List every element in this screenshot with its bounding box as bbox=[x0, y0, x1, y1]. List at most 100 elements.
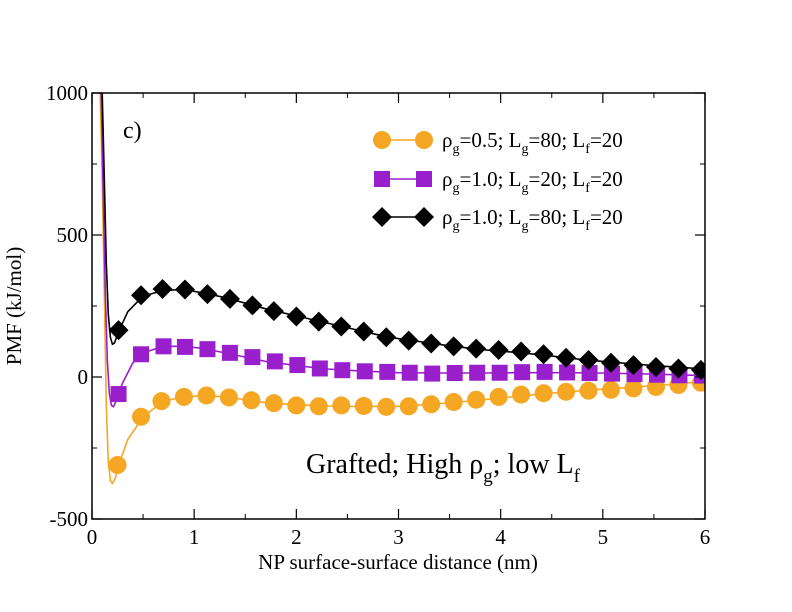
legend-marker-2 bbox=[372, 207, 392, 227]
annot-semi: ; low L bbox=[493, 449, 574, 480]
legend-0-rho: ρ bbox=[442, 128, 452, 152]
data-point bbox=[424, 365, 441, 382]
data-point bbox=[377, 397, 396, 416]
data-point bbox=[623, 355, 644, 376]
data-point bbox=[152, 392, 171, 411]
legend-2-rho: ρ bbox=[442, 205, 452, 229]
data-point bbox=[444, 392, 463, 411]
data-point bbox=[601, 352, 622, 373]
legend-2-sub3: f bbox=[585, 219, 590, 234]
data-point bbox=[514, 364, 531, 381]
data-point bbox=[197, 386, 216, 405]
x-tick-label: 6 bbox=[700, 525, 711, 549]
data-point bbox=[581, 365, 598, 382]
data-point bbox=[533, 344, 554, 365]
series-layer bbox=[99, 93, 705, 485]
y-tick-label: 1000 bbox=[46, 81, 88, 105]
legend-1-sub3: f bbox=[585, 181, 590, 196]
legend-0-text1: =0.5; L bbox=[459, 128, 521, 152]
data-point bbox=[511, 341, 532, 362]
data-point bbox=[353, 321, 374, 342]
series-2 bbox=[101, 93, 705, 380]
annot-grafted: Grafted; High bbox=[306, 449, 469, 480]
annot-rho: ρ bbox=[469, 449, 483, 480]
data-point bbox=[668, 358, 689, 379]
legend-label-0: ρg=0.5; Lg=80; Lf=20 bbox=[442, 128, 623, 157]
data-point bbox=[174, 387, 193, 406]
legend-marker-1 bbox=[374, 171, 390, 187]
legend-entry-2: ρg=1.0; Lg=80; Lf=20 bbox=[372, 205, 623, 234]
data-point bbox=[219, 388, 238, 407]
data-point bbox=[332, 396, 351, 415]
data-point bbox=[242, 391, 261, 410]
data-point bbox=[286, 306, 307, 327]
data-point bbox=[354, 396, 373, 415]
data-point bbox=[376, 327, 397, 348]
data-point bbox=[602, 380, 621, 399]
data-point bbox=[559, 364, 576, 381]
x-axis-label: NP surface-surface distance (nm) bbox=[258, 550, 538, 574]
data-point bbox=[422, 395, 441, 414]
data-point bbox=[133, 346, 150, 363]
legend-1-text1: =1.0; L bbox=[459, 167, 521, 191]
data-point bbox=[489, 387, 508, 406]
data-point bbox=[287, 396, 306, 415]
legend-label-2: ρg=1.0; Lg=80; Lf=20 bbox=[442, 205, 623, 234]
data-point bbox=[536, 363, 553, 380]
legend: ρg=0.5; Lg=80; Lf=20 ρg=1.0; Lg=20; Lf=2… bbox=[372, 128, 623, 234]
data-point bbox=[266, 353, 283, 370]
data-point bbox=[398, 330, 419, 351]
data-point bbox=[108, 456, 127, 475]
legend-marker-1b bbox=[416, 171, 432, 187]
data-point bbox=[488, 340, 509, 361]
data-point bbox=[645, 357, 666, 378]
legend-0-text3: =20 bbox=[590, 128, 623, 152]
data-point bbox=[176, 338, 193, 355]
data-point bbox=[199, 341, 216, 358]
annot-sub-g: g bbox=[483, 466, 493, 487]
data-point bbox=[331, 316, 352, 337]
data-point bbox=[263, 301, 284, 322]
legend-marker-2b bbox=[414, 207, 434, 227]
legend-entry-0: ρg=0.5; Lg=80; Lf=20 bbox=[373, 128, 623, 157]
legend-2-sub1: g bbox=[452, 219, 459, 234]
y-tick-label: -500 bbox=[50, 507, 89, 531]
legend-2-text3: =20 bbox=[590, 205, 623, 229]
legend-entry-1: ρg=1.0; Lg=20; Lf=20 bbox=[374, 167, 623, 196]
data-point bbox=[155, 338, 172, 355]
legend-marker-0 bbox=[373, 131, 391, 149]
legend-1-text2: =20; L bbox=[529, 167, 586, 191]
x-tick-label: 0 bbox=[87, 525, 98, 549]
series-0 bbox=[99, 93, 705, 485]
data-point bbox=[108, 320, 129, 341]
data-point bbox=[446, 365, 463, 382]
data-point bbox=[469, 364, 486, 381]
data-point bbox=[534, 384, 553, 403]
data-point bbox=[690, 359, 705, 380]
data-point bbox=[152, 278, 173, 299]
condition-annotation: Grafted; High ρg; low Lf bbox=[306, 449, 581, 487]
data-point bbox=[334, 362, 351, 379]
legend-0-sub3: f bbox=[585, 142, 590, 157]
x-tick-label: 2 bbox=[291, 525, 302, 549]
legend-2-text2: =80; L bbox=[529, 205, 586, 229]
data-point bbox=[557, 382, 576, 401]
panel-label: c) bbox=[123, 118, 142, 144]
data-point bbox=[556, 347, 577, 368]
data-point bbox=[264, 394, 283, 413]
data-point bbox=[399, 397, 418, 416]
data-point bbox=[219, 288, 240, 309]
legend-2-sub2: g bbox=[522, 219, 529, 234]
y-tick-label: 500 bbox=[57, 223, 89, 247]
data-point bbox=[242, 295, 263, 316]
legend-1-sub2: g bbox=[522, 181, 529, 196]
x-tick-label: 4 bbox=[495, 525, 506, 549]
legend-2-text1: =1.0; L bbox=[459, 205, 521, 229]
data-point bbox=[578, 349, 599, 370]
data-point bbox=[421, 333, 442, 354]
data-point bbox=[174, 279, 195, 300]
annot-sub-f: f bbox=[574, 466, 581, 487]
